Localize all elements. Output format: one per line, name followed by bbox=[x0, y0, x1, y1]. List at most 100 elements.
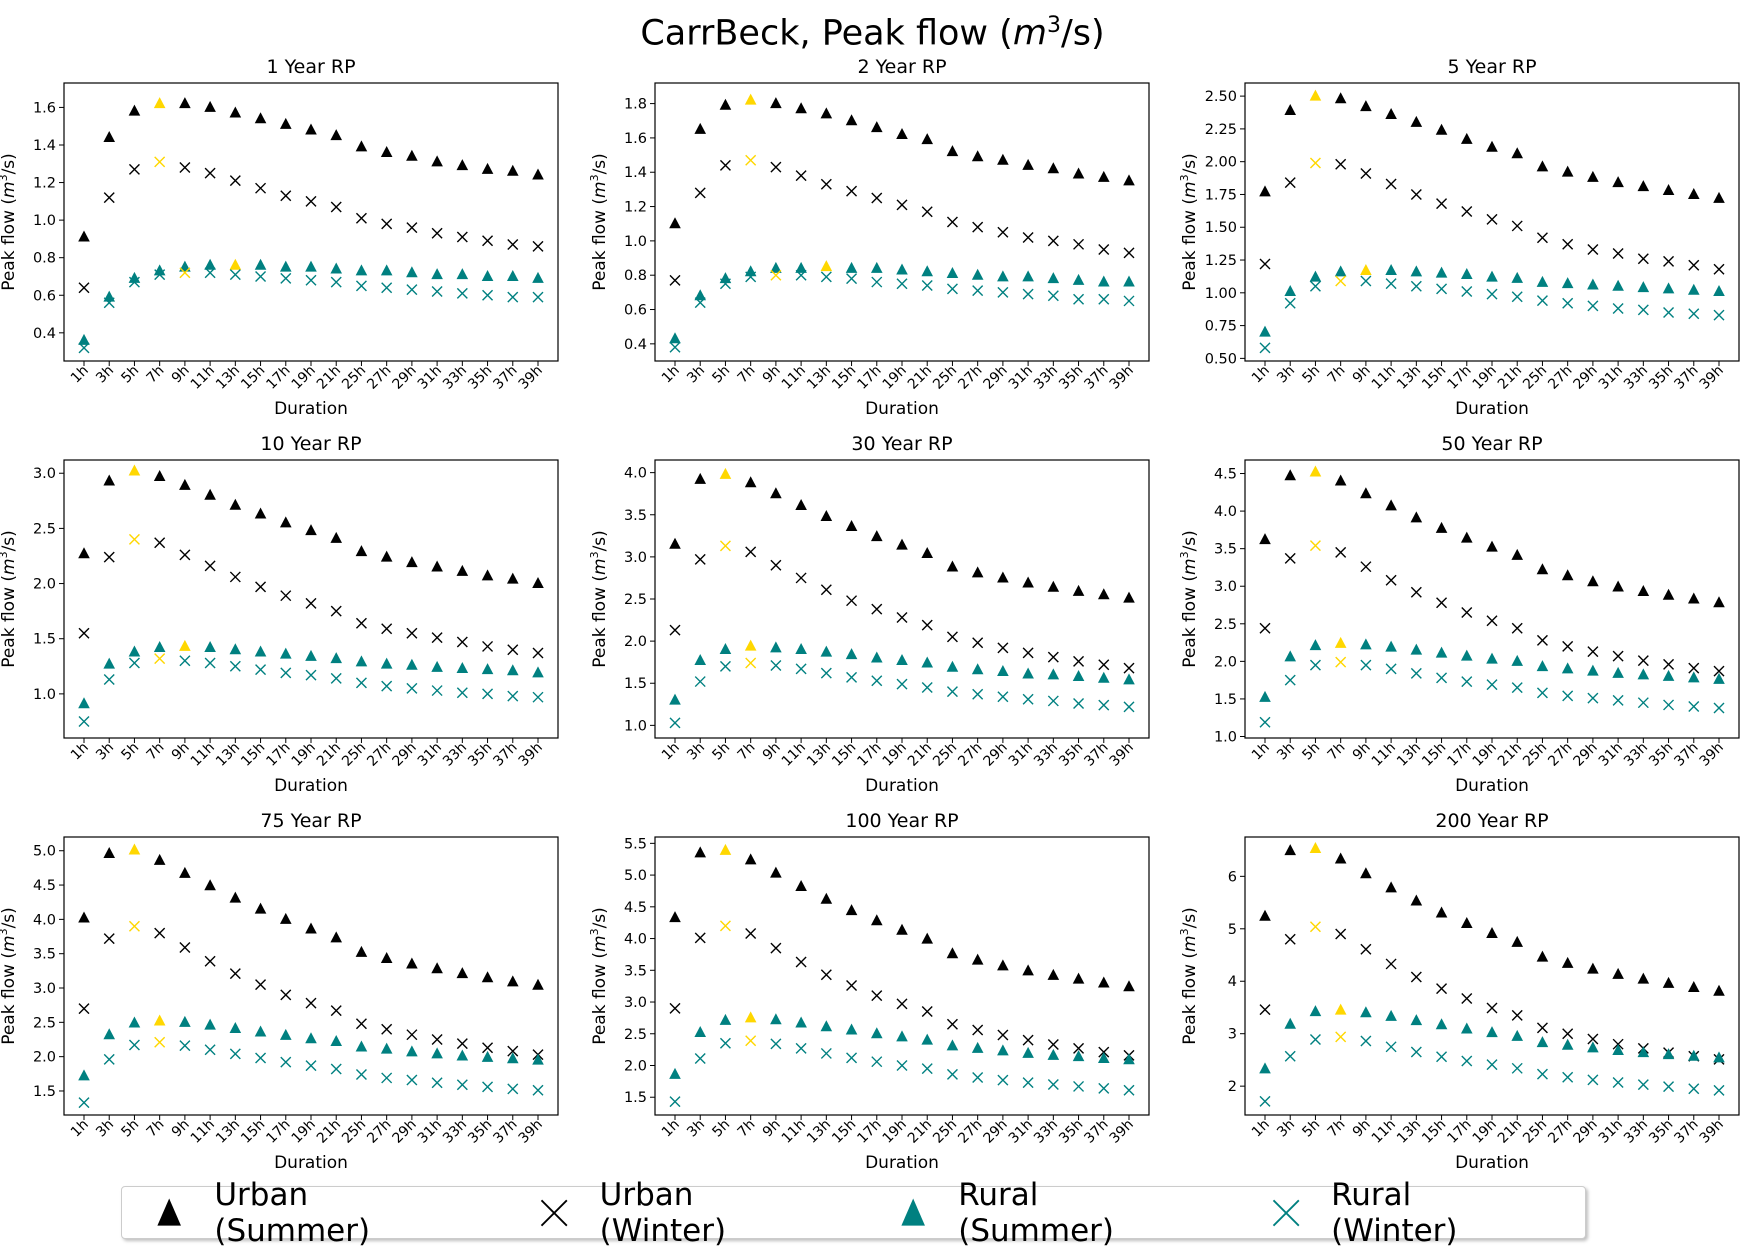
marker-urban-winter bbox=[1713, 665, 1725, 677]
x-tick-label: 1h bbox=[1249, 363, 1273, 387]
x-tick-label: 39h bbox=[516, 740, 546, 770]
marker-rural-summer bbox=[279, 260, 292, 272]
marker-urban-winter bbox=[406, 222, 418, 234]
x-tick-label: 21h bbox=[314, 363, 344, 393]
marker-rural-winter bbox=[1663, 699, 1675, 711]
marker-urban-summer bbox=[1123, 174, 1135, 186]
x-tick-label: 25h bbox=[339, 740, 369, 770]
x-tick-label: 37h bbox=[490, 363, 520, 393]
marker-urban-winter bbox=[1486, 615, 1498, 627]
x-axis-label: Duration bbox=[1455, 399, 1529, 419]
marker-urban-summer bbox=[921, 932, 934, 944]
marker-rural-summer bbox=[694, 289, 707, 301]
y-tick-label: 1.75 bbox=[1205, 187, 1237, 203]
marker-urban-summer bbox=[1259, 185, 1271, 197]
x-tick-label: 7h bbox=[735, 740, 759, 764]
marker-urban-winter bbox=[946, 216, 958, 228]
x-tick-label: 31h bbox=[415, 740, 445, 770]
marker-urban-winter bbox=[1461, 206, 1473, 218]
marker-rural-winter bbox=[255, 270, 267, 282]
marker-rural-summer bbox=[870, 651, 883, 663]
marker-urban-winter bbox=[871, 192, 883, 204]
marker-urban-summer bbox=[1334, 852, 1347, 864]
marker-urban-winter bbox=[1461, 607, 1473, 619]
marker-urban-winter bbox=[1536, 232, 1548, 244]
x-tick-label: 11h bbox=[779, 1117, 809, 1147]
marker-urban-summer bbox=[1460, 917, 1473, 929]
marker-rural-summer bbox=[921, 1033, 934, 1045]
x-tick-label: 7h bbox=[735, 1117, 759, 1141]
marker-urban-winter bbox=[1587, 244, 1599, 256]
marker-rural-winter bbox=[1047, 290, 1059, 302]
marker-urban-summer bbox=[481, 162, 494, 174]
marker-urban-summer bbox=[896, 923, 908, 935]
marker-urban-summer bbox=[406, 957, 418, 969]
y-tick-label: 0.6 bbox=[33, 288, 56, 304]
marker-rural-summer bbox=[456, 662, 469, 673]
marker-urban-winter bbox=[103, 933, 115, 945]
marker-rural-summer bbox=[1097, 671, 1110, 683]
marker-urban-winter bbox=[1309, 157, 1321, 169]
marker-rural-summer bbox=[719, 1013, 732, 1025]
x-tick-label: 37h bbox=[1081, 740, 1111, 770]
x-tick-label: 7h bbox=[735, 363, 759, 387]
marker-urban-winter bbox=[1098, 243, 1110, 255]
marker-urban-summer bbox=[456, 967, 469, 979]
marker-rural-summer bbox=[971, 663, 984, 675]
marker-urban-summer bbox=[481, 569, 494, 581]
subplot-title: 5 Year RP bbox=[1447, 56, 1536, 78]
marker-rural-winter bbox=[1663, 306, 1675, 318]
marker-urban-summer bbox=[1072, 972, 1085, 984]
marker-urban-winter bbox=[154, 537, 166, 549]
marker-rural-summer bbox=[1123, 673, 1135, 685]
marker-rural-summer bbox=[179, 639, 191, 651]
marker-rural-summer bbox=[1072, 670, 1085, 682]
marker-urban-summer bbox=[896, 538, 908, 550]
marker-urban-winter bbox=[946, 1018, 958, 1030]
marker-urban-winter bbox=[355, 1018, 367, 1030]
x-tick-label: 25h bbox=[930, 740, 960, 770]
x-tick-label: 13h bbox=[1394, 1117, 1424, 1147]
plot-frame bbox=[654, 836, 1150, 1116]
marker-rural-winter bbox=[456, 287, 468, 299]
marker-urban-summer bbox=[355, 945, 368, 957]
marker-rural-winter bbox=[921, 1063, 933, 1075]
marker-urban-winter bbox=[1259, 258, 1271, 270]
marker-urban-winter bbox=[406, 1029, 418, 1041]
marker-rural-summer bbox=[1486, 270, 1498, 282]
x-tick-label: 15h bbox=[1419, 363, 1449, 393]
marker-rural-winter bbox=[330, 672, 342, 684]
x-tick-label: 35h bbox=[465, 1117, 495, 1147]
marker-urban-winter bbox=[1486, 1002, 1498, 1014]
marker-rural-summer bbox=[1662, 1048, 1675, 1060]
x-tick-label: 17h bbox=[263, 740, 293, 770]
marker-rural-winter bbox=[1436, 1051, 1448, 1063]
marker-rural-winter bbox=[1637, 697, 1649, 709]
marker-rural-winter bbox=[1410, 280, 1422, 292]
x-tick-label: 15h bbox=[238, 1117, 268, 1147]
marker-urban-winter bbox=[305, 997, 317, 1009]
x-tick-label: 21h bbox=[905, 740, 935, 770]
subplot-1: 1 Year RP0.40.60.81.01.21.41.61h 3h 5h 7h 9h… bbox=[0, 56, 559, 419]
marker-urban-winter bbox=[1098, 659, 1110, 671]
marker-urban-winter bbox=[871, 990, 883, 1002]
marker-rural-winter bbox=[482, 688, 494, 700]
x-tick-label: 1h bbox=[1249, 1117, 1273, 1141]
marker-urban-winter bbox=[1022, 647, 1034, 659]
marker-urban-winter bbox=[1022, 231, 1034, 243]
marker-rural-summer bbox=[1097, 275, 1110, 287]
marker-rural-winter bbox=[1587, 692, 1599, 704]
marker-rural-winter bbox=[1022, 693, 1034, 705]
marker-rural-winter bbox=[1562, 1071, 1574, 1083]
y-tick-label: 1.50 bbox=[1205, 220, 1237, 236]
x-tick-label: 37h bbox=[1081, 363, 1111, 393]
marker-urban-summer bbox=[128, 464, 141, 476]
y-tick-label: 1.25 bbox=[1205, 253, 1237, 269]
marker-rural-summer bbox=[78, 697, 90, 709]
marker-rural-summer bbox=[1259, 1062, 1271, 1074]
subplot-title: 50 Year RP bbox=[1441, 433, 1542, 455]
marker-urban-summer bbox=[153, 470, 166, 482]
marker-urban-summer bbox=[431, 962, 443, 974]
marker-rural-summer bbox=[506, 1052, 519, 1064]
marker-urban-summer bbox=[770, 487, 782, 499]
